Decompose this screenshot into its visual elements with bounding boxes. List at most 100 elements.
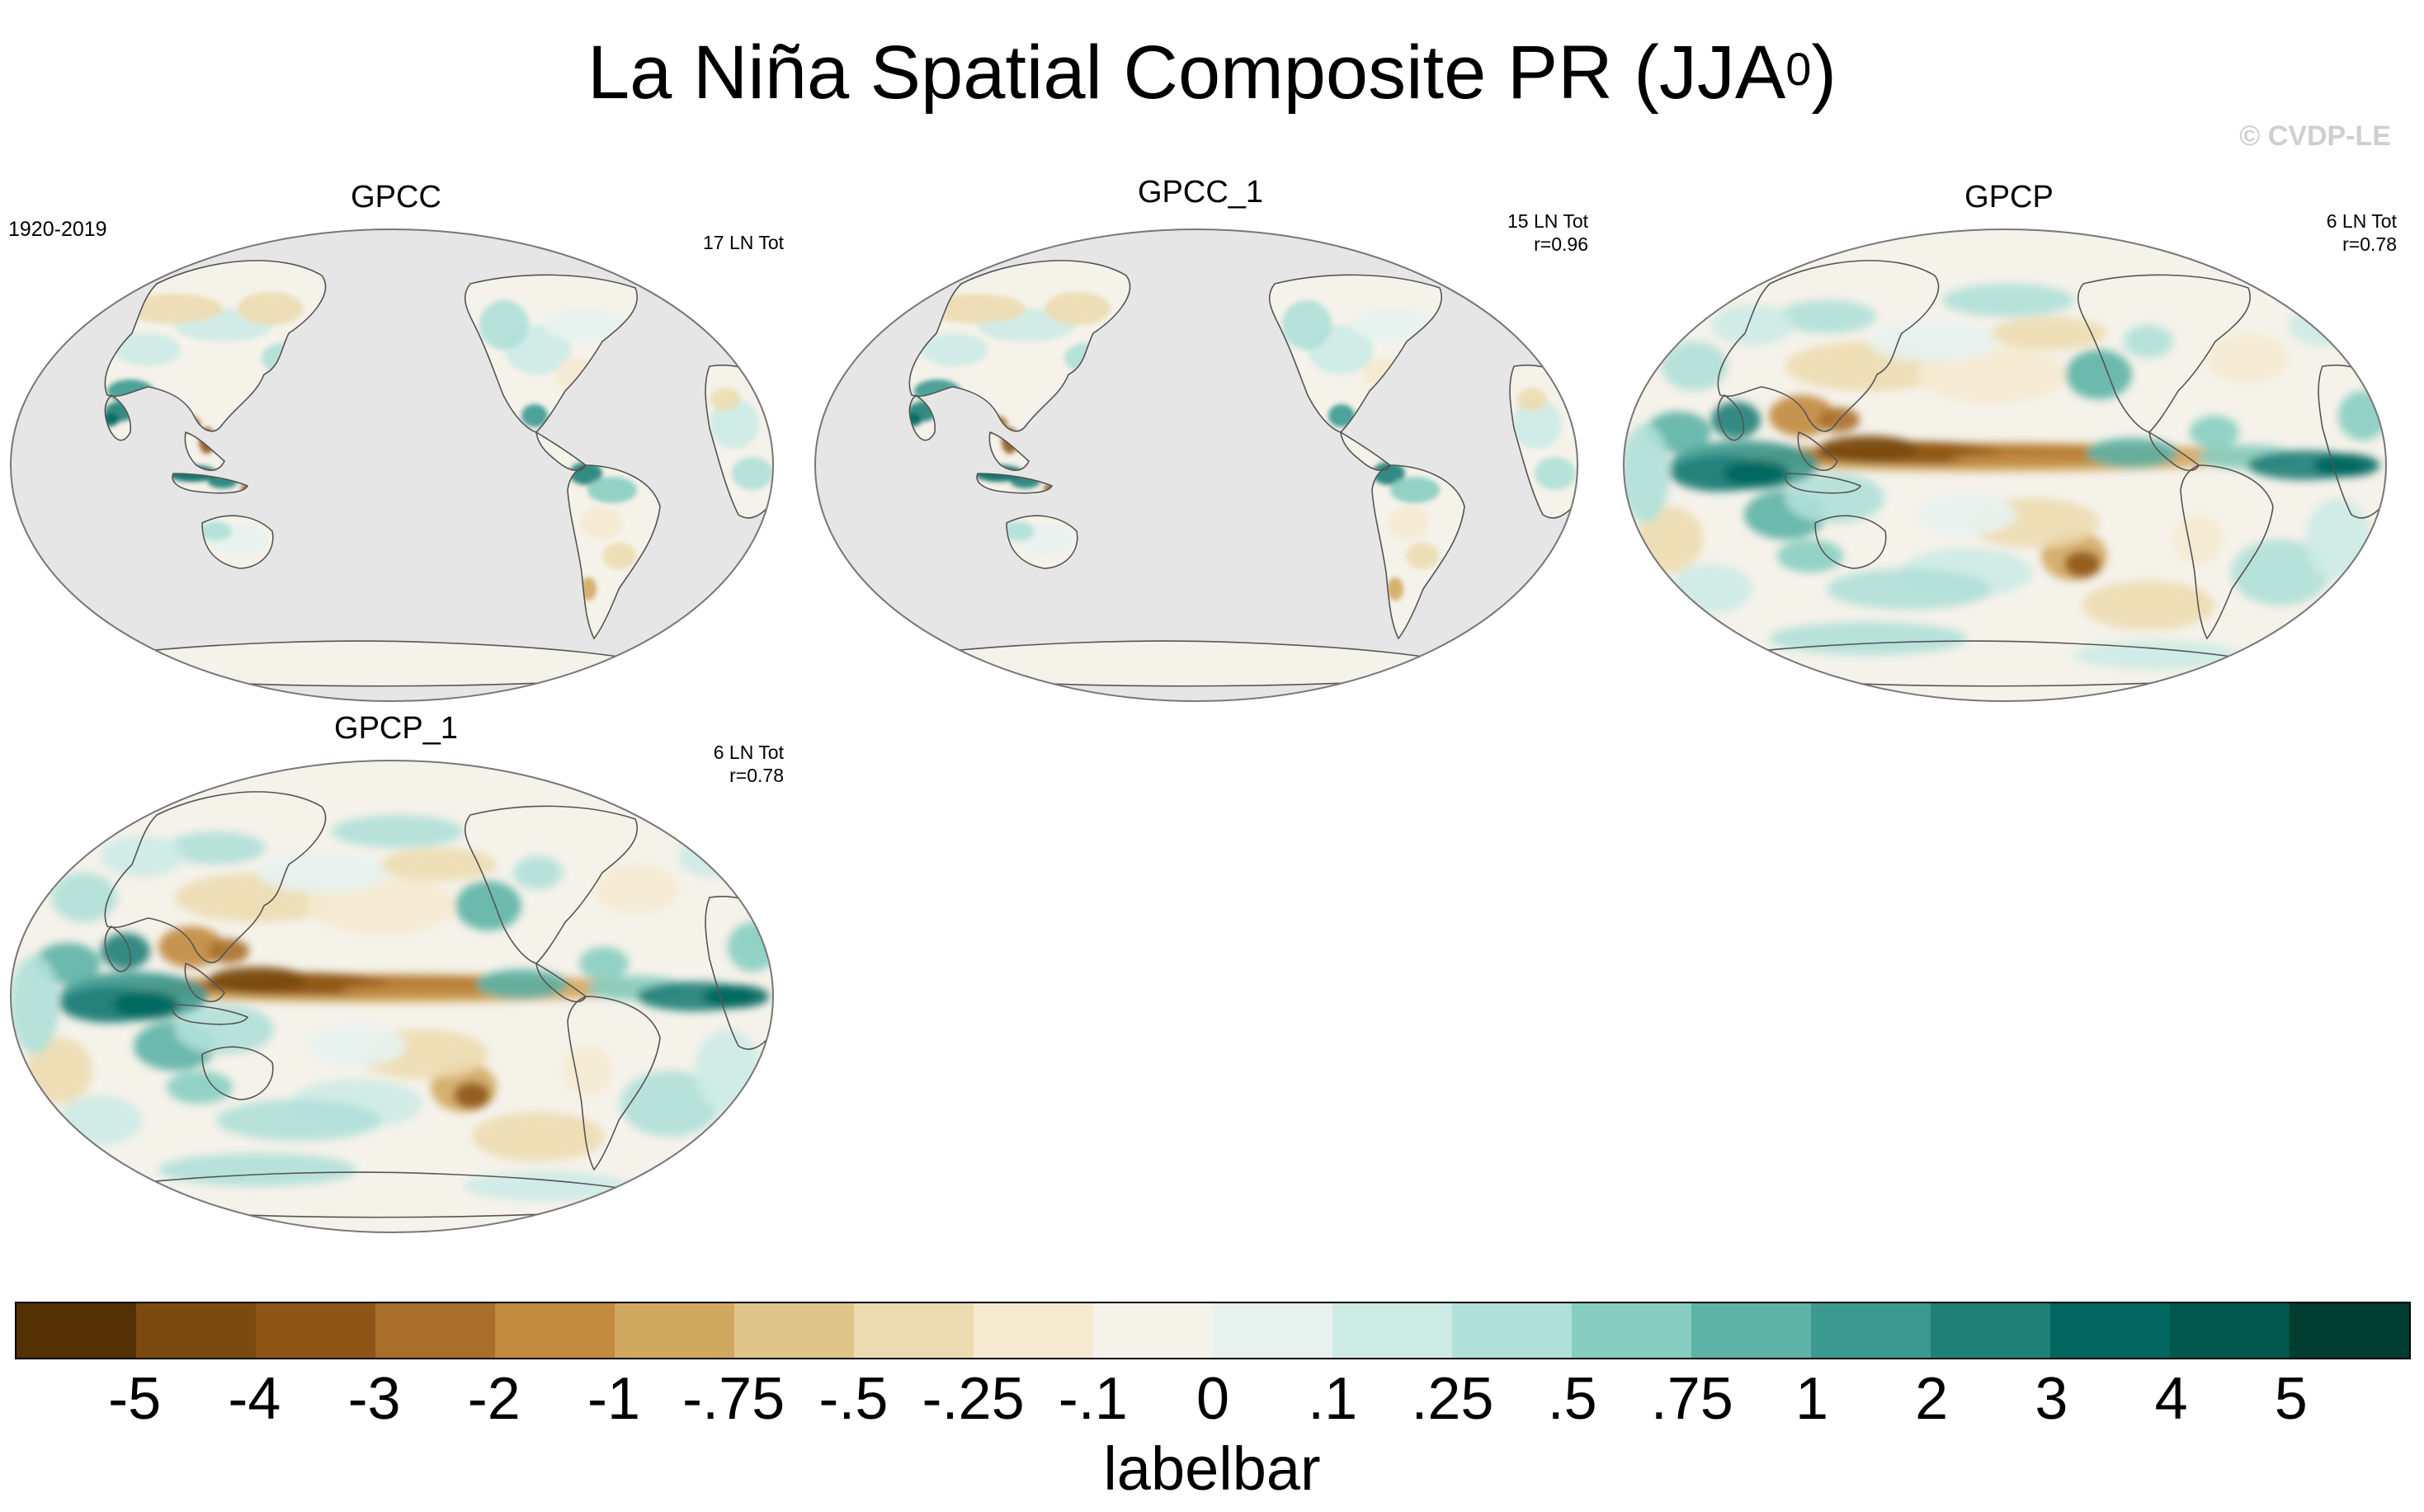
labelbar-tick-label: 5 xyxy=(2274,1366,2308,1432)
anomaly-patch xyxy=(1535,457,1576,490)
coastline-seasia xyxy=(184,431,225,471)
labelbar-tick-label: -3 xyxy=(347,1366,401,1432)
labelbar-swatch xyxy=(974,1303,1093,1358)
coastline-samerica xyxy=(567,464,661,640)
map-canvas xyxy=(1623,228,2387,702)
anomaly-patch xyxy=(1388,506,1429,539)
anomaly-patch xyxy=(208,967,307,993)
anomaly-patch xyxy=(2338,391,2386,440)
labelbar-tick-label: .5 xyxy=(1547,1366,1597,1432)
anomaly-patch xyxy=(208,939,249,963)
anomaly-patch xyxy=(732,457,773,490)
anomaly-patch xyxy=(199,521,232,541)
anomaly-patch xyxy=(2087,438,2177,468)
anomaly-patch xyxy=(115,333,181,366)
anomaly-patch xyxy=(307,1025,406,1067)
anomaly-patch xyxy=(464,1171,629,1201)
anomaly-patch xyxy=(158,1153,356,1186)
coastline-camerica xyxy=(535,962,587,1003)
labelbar-title: labelbar xyxy=(1103,1434,1321,1503)
labelbar-tick-label: -5 xyxy=(108,1366,162,1432)
anomaly-patch xyxy=(476,969,567,999)
coastline-india xyxy=(1717,393,1745,441)
anomaly-patch xyxy=(101,933,150,969)
anomaly-patch xyxy=(51,873,117,922)
labelbar-swatch xyxy=(17,1303,136,1358)
anomaly-patch xyxy=(1724,460,1790,487)
anomaly-patch xyxy=(521,404,548,427)
coastline-asia xyxy=(908,260,1131,432)
labelbar-tick-label: -4 xyxy=(228,1366,281,1432)
map-background xyxy=(815,229,1577,701)
anomaly-patch xyxy=(167,831,266,864)
anomaly-patch xyxy=(101,836,183,877)
anomaly-patch xyxy=(579,947,629,980)
anomaly-patch xyxy=(257,852,389,893)
anomaly-patch xyxy=(739,328,772,355)
anomaly-patch xyxy=(581,506,622,539)
anomaly-patch xyxy=(124,294,223,323)
labelbar-tick-label: .25 xyxy=(1411,1366,1494,1432)
coastline-camerica xyxy=(535,431,587,472)
panel-title: GPCP xyxy=(1964,180,2054,214)
labelbar-swatch xyxy=(615,1303,734,1358)
anomaly-patch xyxy=(1868,321,2000,362)
anomaly-patch xyxy=(1769,622,1967,655)
anomaly-patch xyxy=(1045,292,1111,325)
coastline-asia xyxy=(104,791,327,963)
anomaly-patch xyxy=(1777,539,1843,572)
copyright-label: © CVDP-LE xyxy=(2239,120,2391,152)
panel-info: 15 LN Tot r=0.96 xyxy=(1507,210,1588,255)
anomaly-patch xyxy=(2173,515,2223,564)
labelbar-tick-label: 0 xyxy=(1195,1366,1230,1432)
color-labelbar xyxy=(15,1302,2411,1359)
coastline-indonesia xyxy=(172,1004,249,1025)
map-frame xyxy=(814,228,1578,702)
anomaly-patch xyxy=(2082,581,2214,630)
anomaly-patch xyxy=(678,836,744,877)
anomaly-patch xyxy=(472,1112,604,1161)
labelbar-tick-label: 4 xyxy=(2154,1366,2188,1432)
coastline-samerica xyxy=(1371,464,1465,640)
anomaly-patch xyxy=(646,267,687,292)
coastline-camerica xyxy=(1339,431,1392,472)
anomaly-patch xyxy=(238,292,304,325)
labelbar-swatch xyxy=(1213,1303,1332,1358)
labelbar-swatch xyxy=(136,1303,256,1358)
coastline-asia xyxy=(1717,260,1940,432)
anomaly-patch xyxy=(1372,462,1405,485)
labelbar-swatch xyxy=(1452,1303,1572,1358)
anomaly-patch xyxy=(563,1046,612,1095)
coastline-namerica xyxy=(2077,274,2251,433)
map-frame xyxy=(1623,228,2387,702)
labelbar-tick-label: 3 xyxy=(2035,1366,2068,1432)
labelbar-swatch xyxy=(734,1303,854,1358)
anomaly-patch xyxy=(175,1005,274,1054)
anomaly-patch xyxy=(11,955,59,1054)
anomaly-patch xyxy=(26,1038,92,1104)
coastline-europe xyxy=(2346,294,2385,323)
labelbar-swatch xyxy=(1691,1303,1811,1358)
coastline-australia xyxy=(201,1046,274,1100)
labelbar-swatch xyxy=(495,1303,615,1358)
panel-info: 17 LN Tot xyxy=(702,232,784,253)
coastline-indonesia xyxy=(1785,473,1862,494)
anomaly-patch xyxy=(2066,350,2132,399)
anomaly-patch xyxy=(703,985,769,1008)
coastline-australia xyxy=(1814,515,1887,569)
anomaly-patch xyxy=(1387,577,1403,601)
anomaly-patch xyxy=(1512,399,1562,449)
anomaly-patch xyxy=(2074,640,2239,670)
panel-info: 6 LN Tot r=0.78 xyxy=(2326,210,2397,255)
coastline-indonesia xyxy=(172,473,249,494)
anomaly-patch xyxy=(1818,436,1917,462)
map-panel-gpcc-1: GPCC_1 15 LN Tot r=0.96 xyxy=(813,175,1588,702)
anomaly-patch xyxy=(2305,498,2371,581)
coastline-seasia xyxy=(1797,431,1838,471)
labelbar-tick-label: -.1 xyxy=(1058,1366,1128,1432)
panel-title: GPCC_1 xyxy=(1137,175,1264,210)
anomaly-patch xyxy=(909,413,922,426)
coastline-asia xyxy=(104,260,327,432)
anomaly-patch xyxy=(603,543,636,569)
anomaly-patch xyxy=(569,462,602,485)
